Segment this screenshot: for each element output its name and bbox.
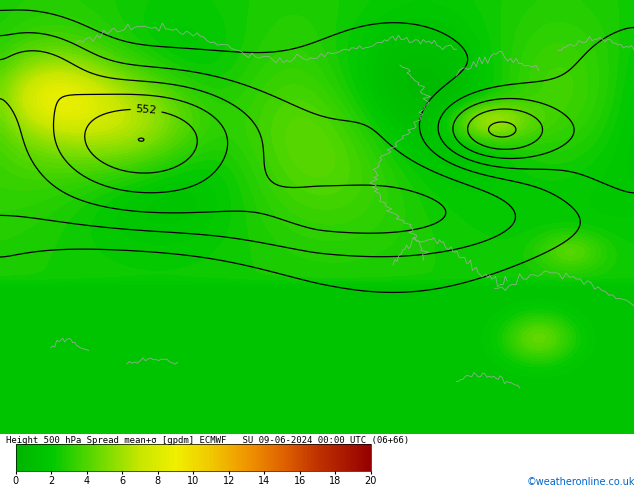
Text: Height 500 hPa Spread mean+σ [gpdm] ECMWF   SU 09-06-2024 00:00 UTC (06+66): Height 500 hPa Spread mean+σ [gpdm] ECMW… bbox=[6, 437, 410, 445]
Text: 552: 552 bbox=[135, 104, 157, 116]
Text: ©weatheronline.co.uk: ©weatheronline.co.uk bbox=[526, 477, 634, 487]
